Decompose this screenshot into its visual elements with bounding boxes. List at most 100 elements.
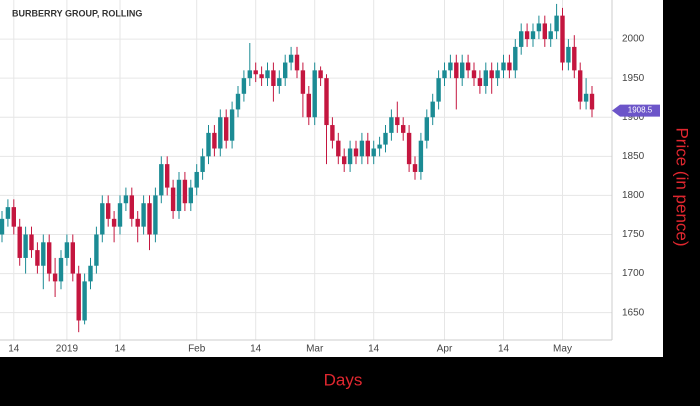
candle-body xyxy=(64,242,70,258)
candle-body xyxy=(477,78,483,86)
candle-body xyxy=(111,218,117,227)
candle-body xyxy=(306,93,311,118)
candle-body xyxy=(377,144,382,149)
candle-body xyxy=(17,226,22,258)
candle-body xyxy=(283,62,288,79)
candle-body xyxy=(318,70,323,79)
candle-body xyxy=(41,242,46,266)
candle-body xyxy=(200,156,205,172)
candle-body xyxy=(70,242,75,274)
candle-body xyxy=(29,234,34,251)
candle-body xyxy=(194,171,199,188)
price-tag xyxy=(612,104,660,117)
candle-body xyxy=(395,117,400,126)
candle-body xyxy=(11,207,16,227)
candle-body xyxy=(324,78,329,126)
candle-body xyxy=(430,101,435,118)
candle-body xyxy=(560,15,565,63)
candle-body xyxy=(218,117,223,149)
candle-body xyxy=(300,70,306,94)
candle-body xyxy=(52,273,58,282)
candle-body xyxy=(224,117,229,141)
candle-body xyxy=(147,203,152,235)
candle-body xyxy=(454,62,459,79)
candle-body xyxy=(82,281,87,321)
candle-body xyxy=(507,62,512,71)
candle-body xyxy=(365,140,370,157)
candle-body xyxy=(188,187,193,204)
candle-body xyxy=(342,156,347,165)
candle-body xyxy=(519,31,524,47)
chart-title: BURBERRY GROUP, ROLLING xyxy=(12,8,142,18)
candle-body xyxy=(294,54,300,71)
x-tick-label: Feb xyxy=(188,344,206,355)
x-tick-label: 14 xyxy=(368,344,380,355)
candle-body xyxy=(418,140,424,172)
candle-body xyxy=(206,132,211,157)
candle-body xyxy=(460,62,465,79)
candle-body xyxy=(23,234,28,258)
candle-body xyxy=(536,23,542,32)
candle-body xyxy=(542,23,547,40)
candle-body xyxy=(330,125,335,141)
candle-body xyxy=(353,148,359,157)
candle-body xyxy=(312,70,317,118)
candle-body xyxy=(247,70,252,79)
candle-body xyxy=(471,70,477,79)
x-tick-label: 2019 xyxy=(56,344,79,355)
candle-body xyxy=(170,187,176,212)
candle-body xyxy=(253,70,258,75)
candle-body xyxy=(141,203,146,227)
y-tick-label: 1700 xyxy=(622,268,645,279)
candle-body xyxy=(176,179,182,212)
candle-body xyxy=(389,117,394,133)
candle-body xyxy=(412,164,418,172)
y-tick-label: 1850 xyxy=(622,151,645,162)
x-tick-label: 14 xyxy=(8,344,20,355)
x-tick-label: 14 xyxy=(250,344,262,355)
candle-body xyxy=(489,70,494,79)
candle-body xyxy=(406,132,412,165)
y-tick-label: 1800 xyxy=(622,190,645,201)
candle-body xyxy=(265,70,270,79)
x-tick-label: 14 xyxy=(114,344,126,355)
x-tick-label: 14 xyxy=(498,344,510,355)
y-axis-label: Price (in pence) xyxy=(673,127,692,246)
candle-body xyxy=(424,117,429,141)
candle-body xyxy=(554,15,559,32)
x-axis-label: Days xyxy=(324,370,363,389)
candle-body xyxy=(524,31,530,40)
candle-body xyxy=(442,70,447,79)
candle-body xyxy=(159,164,164,196)
candle-body xyxy=(153,195,158,235)
candle-body xyxy=(583,93,589,102)
candle-body xyxy=(401,125,406,133)
y-tick-label: 1950 xyxy=(622,73,645,84)
candle-body xyxy=(229,109,235,141)
candle-body xyxy=(530,31,536,40)
candle-body xyxy=(100,203,105,235)
candle-body xyxy=(436,78,441,102)
candle-body xyxy=(0,218,5,235)
candle-body xyxy=(47,242,52,274)
candle-body xyxy=(513,46,518,71)
candle-body xyxy=(5,207,11,219)
candle-body xyxy=(383,132,388,145)
candle-body xyxy=(165,164,170,188)
y-tick-label: 1900 xyxy=(622,112,645,123)
candle-body xyxy=(241,78,247,94)
candle-body xyxy=(336,140,341,157)
candle-body xyxy=(501,62,506,71)
candle-body xyxy=(259,74,264,79)
candle-body xyxy=(106,203,111,219)
candle-body xyxy=(483,70,488,86)
candle-body xyxy=(347,148,353,165)
candle-body xyxy=(277,78,282,86)
candle-body xyxy=(465,62,471,71)
candle-body xyxy=(182,179,188,204)
candle-body xyxy=(235,93,241,110)
candle-body xyxy=(359,140,365,157)
candle-body xyxy=(129,195,134,219)
